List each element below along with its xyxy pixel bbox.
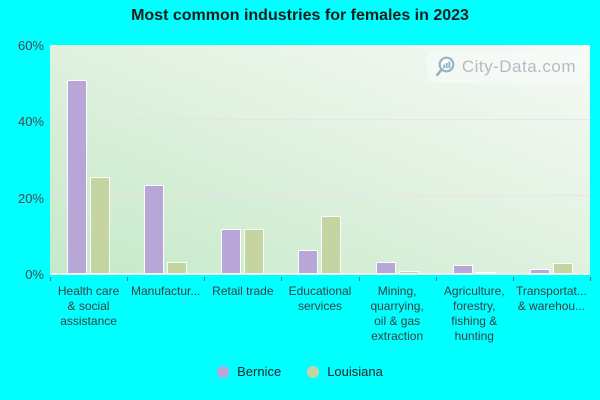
bar-group bbox=[359, 261, 436, 273]
bar-louisiana bbox=[244, 228, 265, 273]
x-axis-labels: Health care & social assistance Manufactu… bbox=[50, 284, 590, 344]
magnifier-bars-icon bbox=[435, 56, 455, 77]
bar-bernice bbox=[298, 249, 319, 273]
bar-louisiana bbox=[167, 261, 188, 273]
y-axis-tick-label: 20% bbox=[17, 191, 44, 206]
x-axis-label: Retail trade bbox=[212, 284, 274, 298]
bar-louisiana bbox=[475, 271, 496, 273]
legend: Bernice Louisiana bbox=[0, 364, 600, 379]
watermark-label: City-Data.com bbox=[461, 57, 576, 76]
bar-louisiana bbox=[90, 177, 111, 273]
axis-tick bbox=[435, 277, 437, 281]
x-axis-label: Transportat... & warehou... bbox=[515, 284, 587, 313]
bar-bernice bbox=[375, 261, 396, 273]
bar-group bbox=[281, 216, 358, 273]
axis-tick bbox=[281, 277, 283, 281]
bars-container bbox=[50, 45, 590, 273]
bar-group bbox=[204, 228, 281, 273]
x-axis-label: Educational services bbox=[288, 284, 352, 313]
axis-tick bbox=[590, 277, 591, 281]
axis-tick bbox=[50, 277, 51, 281]
bar-bernice bbox=[67, 80, 88, 273]
axis-tick bbox=[204, 277, 206, 281]
legend-item-louisiana: Louisiana bbox=[307, 364, 383, 379]
bar-bernice bbox=[221, 229, 242, 273]
axis-tick bbox=[127, 277, 129, 281]
x-axis-label: Mining, quarrying, oil & gas extraction bbox=[370, 284, 424, 343]
louisiana-marker-icon bbox=[307, 365, 320, 378]
bar-group bbox=[50, 80, 127, 273]
legend-label: Bernice bbox=[237, 364, 282, 379]
bar-bernice bbox=[144, 184, 165, 273]
bar-louisiana bbox=[552, 263, 573, 273]
gridline bbox=[50, 118, 590, 120]
chart-title: Most common industries for females in 20… bbox=[131, 7, 469, 24]
bar-bernice bbox=[529, 268, 550, 273]
bernice-marker-icon bbox=[217, 365, 230, 378]
legend-label: Louisiana bbox=[327, 364, 383, 379]
x-axis-label: Manufactur... bbox=[131, 284, 201, 298]
x-axis-label: Agriculture, forestry, fishing & hunting bbox=[443, 284, 505, 343]
x-axis-ticks bbox=[50, 277, 591, 282]
y-axis-tick-label: 0% bbox=[25, 267, 44, 282]
city-data-watermark: City-Data.com bbox=[426, 51, 587, 83]
bar-bernice bbox=[452, 264, 473, 273]
bar-group bbox=[436, 264, 513, 273]
y-axis-tick-label: 40% bbox=[17, 114, 44, 129]
axis-tick bbox=[512, 277, 514, 281]
bar-louisiana bbox=[321, 216, 342, 273]
axis-tick bbox=[358, 277, 360, 281]
bar-group bbox=[127, 184, 204, 273]
bar-group bbox=[513, 263, 590, 273]
gridline bbox=[50, 195, 590, 197]
plot-area: City-Data.com bbox=[50, 45, 590, 275]
bar-louisiana bbox=[398, 271, 419, 273]
y-axis-tick-label: 60% bbox=[17, 38, 44, 53]
legend-item-bernice: Bernice bbox=[217, 364, 281, 379]
x-axis-label: Health care & social assistance bbox=[57, 284, 120, 328]
